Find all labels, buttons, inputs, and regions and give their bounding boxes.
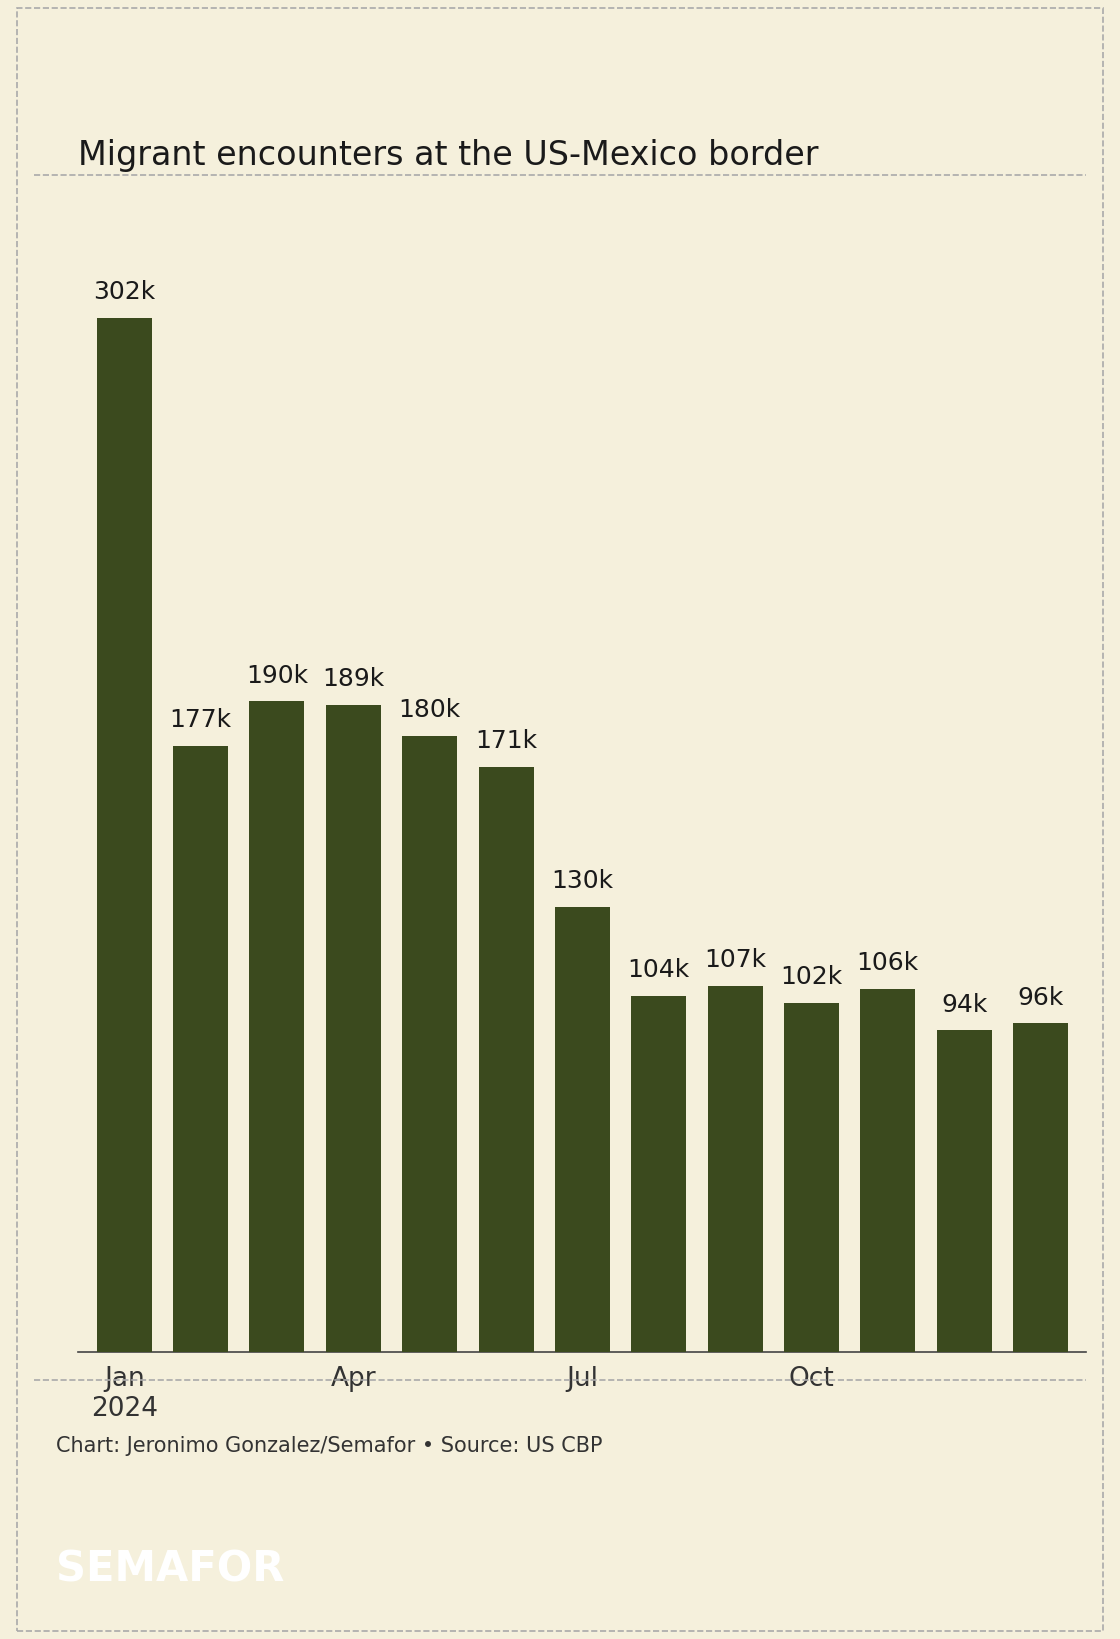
Text: 189k: 189k (323, 667, 384, 692)
Text: 102k: 102k (781, 965, 842, 990)
Bar (174, 746, 228, 1352)
Text: 171k: 171k (475, 729, 538, 752)
Bar (478, 767, 533, 1352)
Text: 302k: 302k (93, 280, 156, 305)
Text: 96k: 96k (1017, 985, 1064, 1010)
Bar (250, 701, 305, 1352)
Text: 107k: 107k (704, 947, 766, 972)
Bar (1014, 1023, 1068, 1352)
Text: 106k: 106k (857, 952, 920, 975)
Bar (326, 705, 381, 1352)
Bar (96, 318, 151, 1352)
Text: 177k: 177k (169, 708, 232, 733)
Bar (554, 906, 610, 1352)
Text: 104k: 104k (627, 959, 690, 982)
Text: Chart: Jeronimo Gonzalez/Semafor • Source: US CBP: Chart: Jeronimo Gonzalez/Semafor • Sourc… (56, 1436, 603, 1455)
Bar (632, 997, 687, 1352)
Text: Migrant encounters at the US-Mexico border: Migrant encounters at the US-Mexico bord… (78, 139, 819, 172)
Bar (402, 736, 457, 1352)
Bar (708, 985, 763, 1352)
Bar (936, 1031, 991, 1352)
Bar (784, 1003, 839, 1352)
Bar (860, 990, 915, 1352)
Text: 94k: 94k (941, 993, 988, 1016)
Text: 190k: 190k (246, 664, 308, 688)
Text: 180k: 180k (399, 698, 460, 723)
Text: SEMAFOR: SEMAFOR (56, 1549, 284, 1590)
Text: 130k: 130k (551, 869, 614, 893)
